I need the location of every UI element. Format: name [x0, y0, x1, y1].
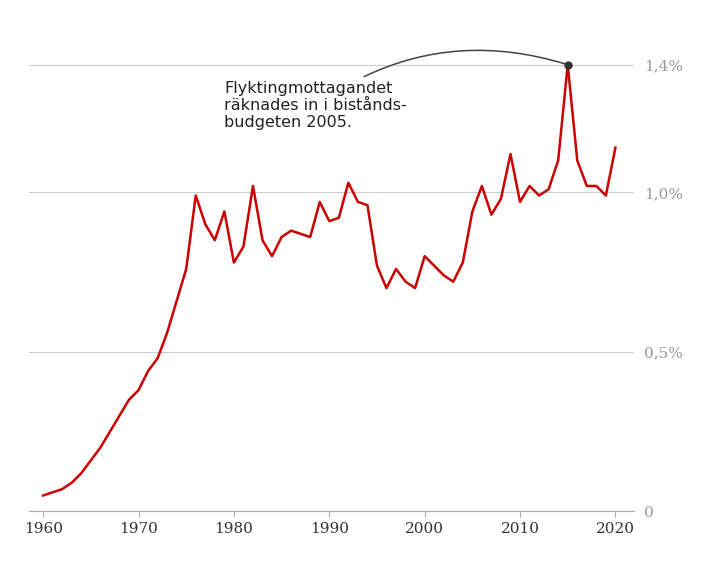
Text: Flyktingmottagandet
räknades in i bistånds-
budgeten 2005.: Flyktingmottagandet räknades in i bistån… — [224, 51, 565, 130]
